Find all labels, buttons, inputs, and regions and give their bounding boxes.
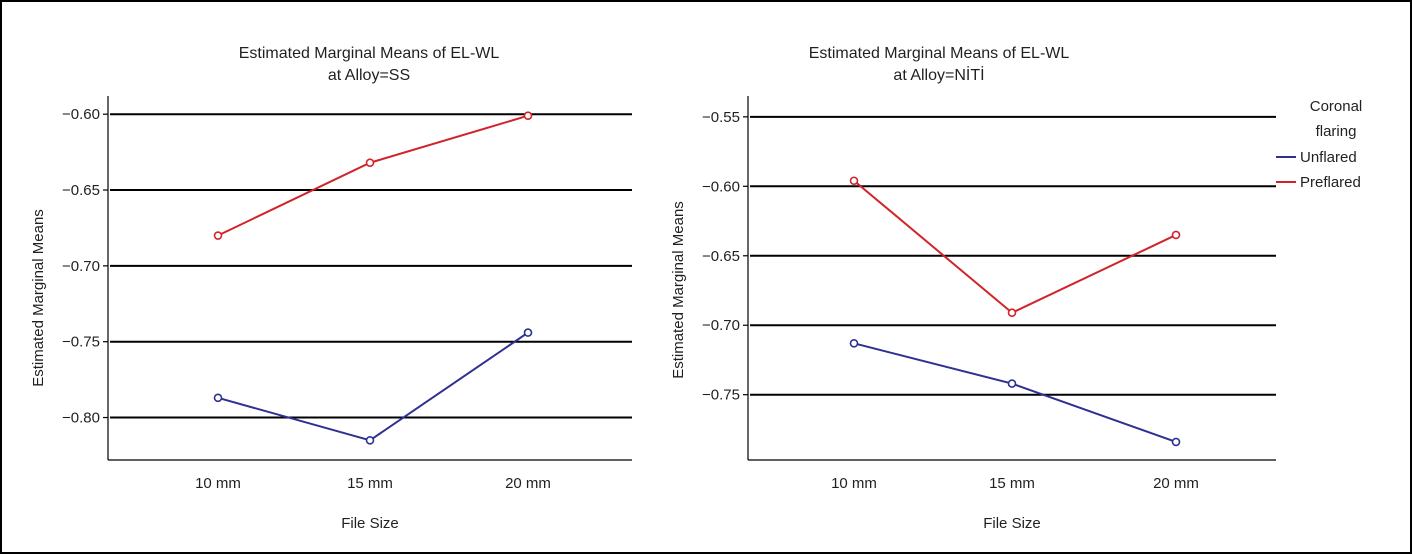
series-line-unflared	[217, 331, 529, 442]
data-point-preflared	[365, 158, 375, 168]
chart-alloy-niti: Estimated Marginal Means of EL-WL at All…	[670, 45, 1362, 532]
legend-label-unflared: Unflared	[1300, 149, 1357, 166]
chart-alloy-ss: Estimated Marginal Means of EL-WL at All…	[30, 45, 632, 532]
series-line-unflared	[853, 342, 1177, 443]
series-line-preflared	[217, 114, 529, 237]
data-point-unflared	[523, 328, 533, 337]
data-point-unflared	[1171, 437, 1181, 447]
y-tick-label: −0.65	[62, 182, 100, 199]
series-line-preflared	[853, 179, 1177, 314]
x-tick-label: 20 mm	[505, 475, 551, 492]
data-point-preflared	[1171, 230, 1181, 240]
x-axis-label: File Size	[341, 515, 399, 532]
x-tick-label: 15 mm	[989, 475, 1035, 492]
data-point-unflared	[1007, 379, 1017, 388]
chart-title-line-2: at Alloy=NİTİ	[893, 65, 984, 84]
y-tick-label: −0.70	[62, 258, 100, 275]
legend-title-line-2: flaring	[1316, 123, 1357, 140]
chart-title-line-2: at Alloy=SS	[328, 67, 410, 84]
chart-title-line-1: Estimated Marginal Means of EL-WL	[809, 45, 1070, 62]
data-point-preflared	[213, 231, 223, 240]
y-tick-label: −0.70	[702, 317, 740, 334]
chart-title-line-1: Estimated Marginal Means of EL-WL	[239, 45, 500, 62]
y-tick-label: −0.75	[62, 334, 100, 351]
x-tick-label: 10 mm	[195, 475, 241, 492]
x-tick-label: 15 mm	[347, 475, 393, 492]
y-axis-label: Estimated Marginal Means	[670, 201, 687, 379]
data-point-preflared	[523, 111, 533, 121]
x-axis-label: File Size	[983, 515, 1041, 532]
data-point-unflared	[213, 393, 223, 403]
y-tick-label: −0.80	[62, 410, 100, 427]
legend-label-preflared: Preflared	[1300, 174, 1361, 191]
y-axis-label: Estimated Marginal Means	[30, 209, 47, 387]
data-point-unflared	[849, 338, 859, 348]
y-tick-label: −0.60	[702, 178, 740, 195]
legend-title-line-1: Coronal	[1310, 98, 1363, 115]
y-tick-label: −0.60	[62, 106, 100, 123]
legend: Coronal flaring Unflared Preflared	[1276, 98, 1362, 191]
data-point-unflared	[365, 435, 375, 445]
x-tick-label: 10 mm	[831, 475, 877, 492]
y-tick-label: −0.65	[702, 248, 740, 265]
y-tick-label: −0.75	[702, 387, 740, 404]
data-point-preflared	[1007, 308, 1017, 318]
data-point-preflared	[849, 176, 859, 186]
x-tick-label: 20 mm	[1153, 475, 1199, 492]
y-tick-label: −0.55	[702, 109, 740, 126]
